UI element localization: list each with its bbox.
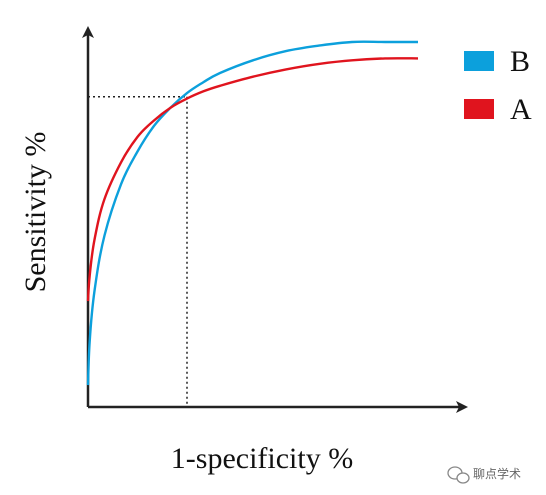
crosshair-guide [88, 96, 188, 407]
series-line-a [86, 57, 419, 302]
watermark: 聊点学术 [447, 466, 521, 484]
wechat-icon [447, 466, 470, 484]
legend: B A [464, 45, 532, 126]
legend-swatch-b [464, 51, 494, 71]
y-axis-label: Sensitivity % [19, 132, 52, 293]
x-axis-label: 1-specificity % [171, 442, 353, 475]
legend-label-a: A [510, 93, 532, 126]
watermark-text: 聊点学术 [473, 466, 521, 481]
legend-swatch-a [464, 99, 494, 119]
series-line-b [86, 40, 418, 386]
legend-label-b: B [510, 45, 530, 78]
